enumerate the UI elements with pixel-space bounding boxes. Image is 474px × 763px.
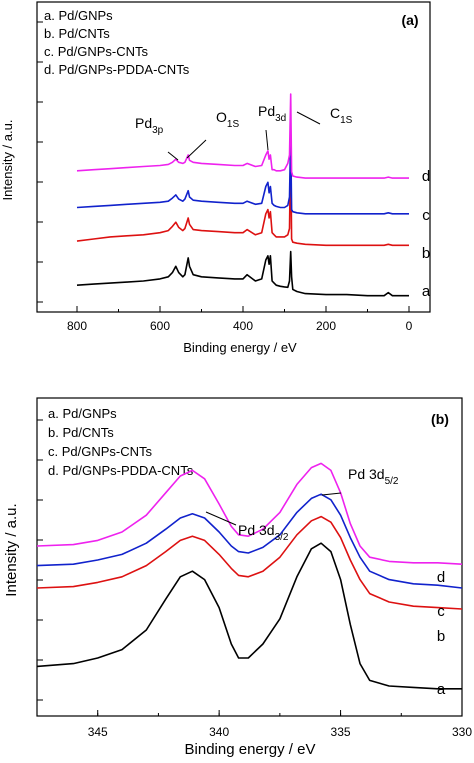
series-label-d: d: [422, 168, 430, 185]
peak-label: Pd 3d3/2: [238, 522, 289, 543]
peak-label: Pd3d: [258, 103, 286, 124]
series-curve-a: [36, 542, 462, 690]
panel-a-y-ticks: [37, 21, 43, 303]
panel-b-legend-item-c: c. Pd/GNPs-CNTs: [48, 444, 153, 459]
peak-label: O1S: [216, 109, 239, 130]
panel-b-legend-item-a: a. Pd/GNPs: [48, 406, 117, 421]
panel-b-series-labels: dcb a: [437, 569, 446, 698]
series-label-d: d: [437, 569, 445, 586]
x-tick-label: 345: [88, 725, 108, 739]
panel-a-survey-spectrum: (a) a. Pd/GNPs b. Pd/CNTs c. Pd/GNPs-CNT…: [0, 1, 431, 355]
series-curve-d: [36, 462, 463, 565]
panel-a-y-axis-title: Intensity / a.u.: [0, 120, 15, 201]
peak-label: Pd3p: [135, 115, 164, 136]
peak-pointer: [205, 511, 237, 526]
series-curve-b: [76, 143, 409, 247]
panel-b-y-ticks: [37, 419, 43, 701]
panel-a-legend-item-a: a. Pd/GNPs: [44, 8, 113, 23]
peak-label: Pd 3d5/2: [348, 466, 399, 487]
series-curve-a: [76, 250, 409, 297]
panel-b-pd3d-spectrum: (b) a. Pd/GNPs b. Pd/CNTs c. Pd/GNPs-CNT…: [3, 397, 472, 758]
series-label-a: a: [437, 681, 446, 698]
peak-pointer: [167, 151, 179, 161]
x-tick-label: 330: [452, 725, 472, 739]
series-curve-c: [36, 493, 463, 589]
series-label-b: b: [422, 245, 430, 262]
panel-b-peak-labels: Pd 3d3/2 Pd 3d5/2: [205, 466, 399, 543]
x-tick-label: 400: [233, 319, 253, 333]
panel-a-curves: [76, 93, 409, 297]
peak-label: C1S: [330, 105, 353, 126]
series-label-b: b: [437, 628, 445, 645]
x-tick-label: 335: [331, 725, 351, 739]
peak-pointer: [186, 139, 207, 159]
series-label-c: c: [422, 207, 430, 224]
panel-b-y-axis-title: Intensity / a.u.: [3, 503, 20, 596]
panel-a-series-labels: d c b a: [422, 168, 431, 300]
peak-pointer: [321, 492, 342, 496]
panel-b-label: (b): [431, 411, 449, 427]
x-tick-label: 600: [150, 319, 170, 333]
panel-b-legend-item-b: b. Pd/CNTs: [48, 425, 114, 440]
panel-a-legend: a. Pd/GNPs b. Pd/CNTs c. Pd/GNPs-CNTs d.…: [44, 8, 190, 77]
panel-a-legend-item-b: b. Pd/CNTs: [44, 26, 110, 41]
panel-a-legend-item-c: c. Pd/GNPs-CNTs: [44, 44, 149, 59]
panel-b-plot-frame: [36, 397, 463, 717]
panel-b-x-ticks: 345 340 335 330: [36, 710, 472, 739]
panel-a-peak-labels: Pd3p O1S Pd3d C1S: [135, 103, 353, 161]
series-curve-c: [76, 133, 409, 215]
x-tick-label: 0: [406, 319, 413, 333]
peak-pointer: [265, 129, 269, 151]
series-curve-b: [36, 515, 463, 610]
peak-pointer: [296, 111, 321, 125]
panel-b-curves: [36, 462, 463, 690]
panel-a-legend-item-d: d. Pd/GNPs-PDDA-CNTs: [44, 62, 190, 77]
panel-a-x-ticks: 800 600 400 200 0: [67, 306, 413, 333]
x-tick-label: 800: [67, 319, 87, 333]
panel-a-label: (a): [401, 12, 418, 28]
series-label-c: c: [437, 603, 445, 620]
series-curve-d: [76, 93, 409, 179]
x-tick-label: 340: [209, 725, 229, 739]
panel-a-x-axis-title: Binding energy / eV: [183, 340, 297, 355]
panel-b-legend-item-d: d. Pd/GNPs-PDDA-CNTs: [48, 463, 194, 478]
panel-b-x-axis-title: Binding energy / eV: [185, 741, 316, 758]
panel-b-legend: a. Pd/GNPs b. Pd/CNTs c. Pd/GNPs-CNTs d.…: [48, 406, 194, 478]
panel-a-plot-frame: [36, 1, 431, 313]
x-tick-label: 200: [316, 319, 336, 333]
series-label-a: a: [422, 283, 431, 300]
